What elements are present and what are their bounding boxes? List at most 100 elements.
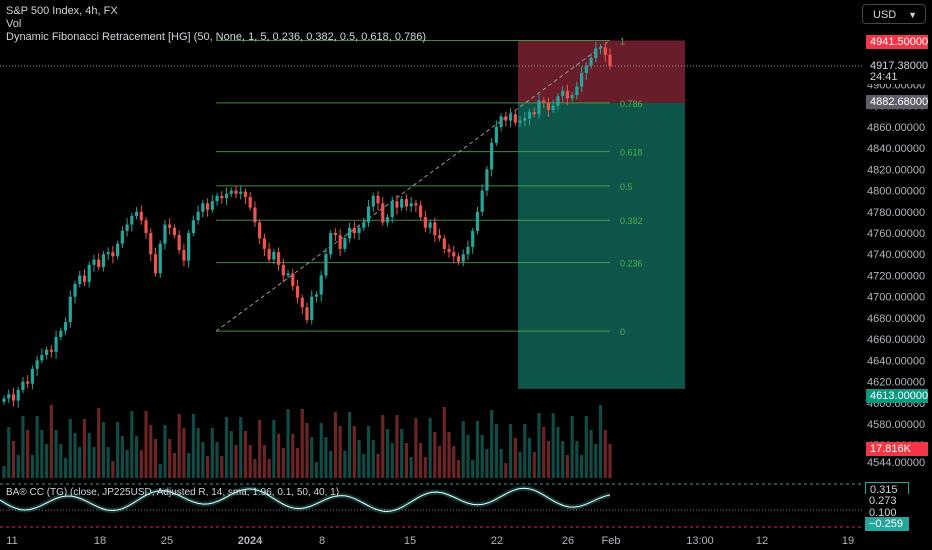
candle-body [7, 394, 11, 399]
volume-bar [485, 449, 489, 478]
candle-body [21, 381, 25, 391]
volume-bar [390, 443, 394, 478]
x-tick-label: 13:00 [686, 535, 714, 547]
candle-body [594, 48, 598, 58]
candle-body [248, 196, 252, 208]
volume-bar [551, 413, 555, 478]
candle-body [523, 118, 527, 121]
volume-bar [433, 432, 437, 478]
candle-body [608, 54, 612, 67]
fib-786-price-tag: 4882.68000 [866, 95, 928, 109]
volume-bar [371, 440, 375, 478]
candle-body [376, 195, 380, 204]
candle-body [111, 252, 115, 257]
candle-body [11, 394, 16, 401]
candle-body [532, 112, 536, 115]
candle-body [471, 230, 475, 247]
oscillator-legend[interactable]: BA® CC (TG) (close, JP225USD, Adjusted R… [6, 487, 340, 498]
volume-bar [527, 438, 532, 478]
candle-body [428, 222, 432, 228]
x-tick-label: 15 [404, 535, 416, 547]
indicator-legend[interactable]: Dynamic Fibonacci Retracement [HG] (50, … [6, 31, 427, 43]
candle-body [366, 206, 371, 223]
oscillator-pane [0, 483, 862, 528]
volume-bar [579, 455, 584, 478]
volume-bar [513, 438, 517, 478]
volume-bar [187, 453, 191, 478]
candle-body [400, 199, 404, 208]
candle-body [30, 368, 35, 384]
volume-bar [139, 450, 143, 478]
volume-bar [329, 451, 333, 478]
volume-bar [196, 428, 200, 478]
candle-body [499, 116, 503, 127]
volume-bar [286, 409, 290, 478]
candle-body [343, 238, 347, 249]
volume-bar [518, 452, 522, 478]
y-tick-label: 4620.00000 [867, 377, 925, 389]
volume-bar [45, 444, 49, 478]
volume-bar [319, 423, 323, 478]
volume-bar [504, 463, 508, 478]
y-tick-label: 4780.00000 [867, 207, 925, 219]
candle-body [234, 190, 238, 194]
y-tick-label: 4720.00000 [867, 270, 925, 282]
y-tick-label: 4760.00000 [867, 228, 925, 240]
volume-bar [295, 448, 300, 478]
volume-bar [101, 422, 106, 478]
volume-bar [348, 412, 352, 478]
volume-bar [598, 405, 603, 478]
x-tick-label: 22 [491, 535, 503, 547]
candle-body [239, 191, 243, 194]
volume-bar [456, 460, 461, 478]
volume-bar [106, 447, 110, 478]
candle-body [456, 256, 461, 262]
currency-dropdown[interactable]: USD ▼ [862, 4, 926, 24]
osc-value-upper: 0.315 [865, 482, 909, 496]
fib-level-label: 0.236 [620, 259, 643, 269]
volume-bar [494, 424, 498, 478]
candle-body [149, 233, 153, 255]
candle-body [310, 296, 314, 321]
volume-bar [276, 434, 281, 478]
candle-body [205, 203, 210, 210]
candle-body [333, 233, 338, 236]
candle-body [494, 126, 498, 143]
volume-bar [362, 454, 366, 478]
volume-bar [40, 430, 44, 478]
candle-body [490, 142, 494, 170]
volume-bar [116, 422, 120, 478]
candle-body [281, 264, 285, 276]
candle-body [513, 114, 517, 123]
time-axis[interactable]: 11 18 25 2024 8 15 22 26 Feb 13:00 12 19 [6, 535, 854, 547]
candle-body [452, 252, 456, 257]
candle-body [2, 398, 6, 402]
volume-bar [357, 440, 361, 478]
candle-body [125, 224, 129, 231]
volume-bar [366, 426, 371, 478]
volume-bar [314, 462, 319, 478]
x-tick-label: 2024 [238, 535, 263, 547]
fib-top-price-tag: 4941.50000 [866, 35, 928, 49]
volume-bar [78, 447, 82, 478]
volume-bar [608, 444, 612, 478]
candle-body [139, 211, 143, 221]
candle-body [357, 227, 361, 234]
volume-tag: 17.816K [866, 442, 928, 456]
volume-legend[interactable]: Vol [6, 18, 22, 30]
candle-body [485, 169, 489, 191]
symbol-title[interactable]: S&P 500 Index, 4h, FX [6, 5, 118, 17]
x-tick-label: 25 [161, 535, 173, 547]
osc-value-lower: −0.259 [865, 517, 909, 531]
volume-bar [11, 441, 16, 478]
price-axis[interactable]: 4544.000004560.000004580.000004600.00000… [867, 80, 925, 470]
fib-level-label: 0.786 [620, 99, 643, 109]
volume-bar [556, 427, 560, 478]
candle-body [385, 217, 390, 223]
volume-bar [130, 411, 134, 478]
volume-bar [125, 450, 129, 478]
volume-bar [508, 424, 513, 478]
candle-body [163, 224, 167, 244]
volume-bar [466, 435, 470, 478]
